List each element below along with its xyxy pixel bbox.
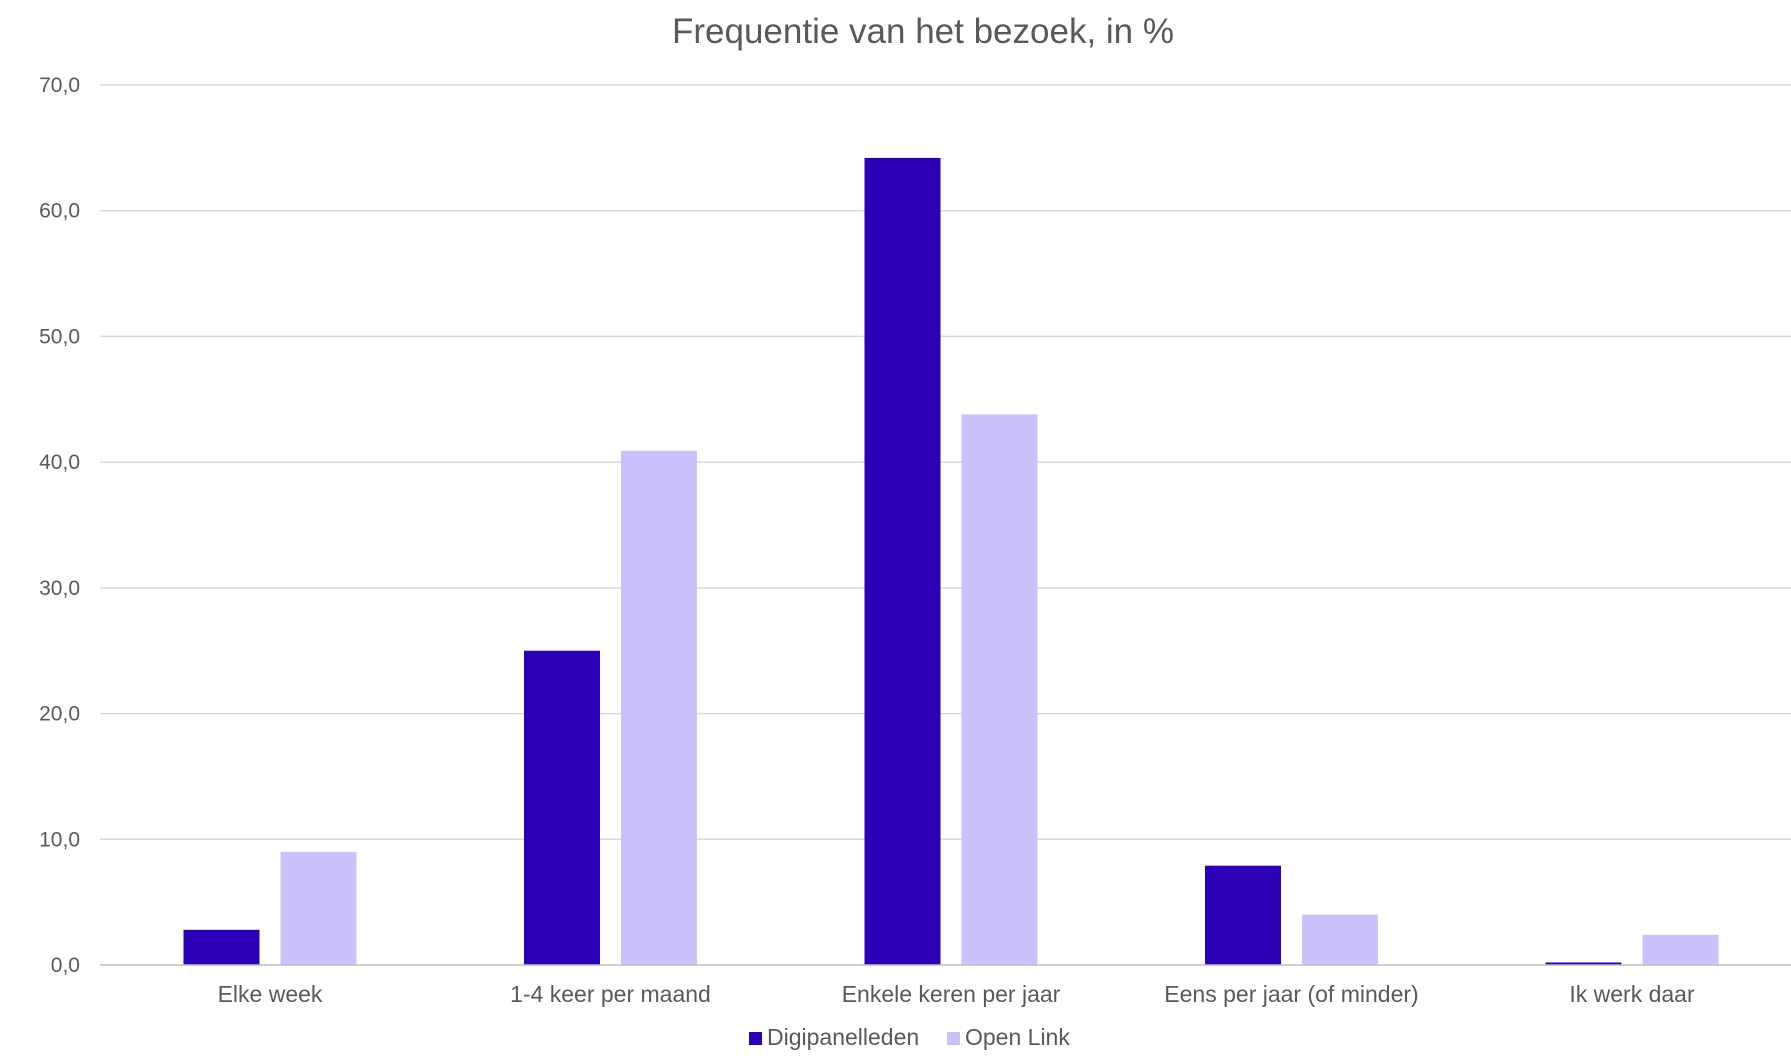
y-tick-label: 20,0 (39, 703, 80, 726)
bar-digipanelleden (524, 650, 600, 965)
gridlines (100, 84, 1791, 841)
y-tick-label: 40,0 (39, 451, 80, 474)
x-category-label: Enkele keren per jaar (842, 981, 1061, 1007)
bar-open-link (1642, 934, 1719, 965)
y-tick-label: 10,0 (39, 828, 80, 851)
bar-digipanelleden (183, 929, 260, 965)
chart-title: Frequentie van het bezoek, in % (672, 12, 1174, 51)
bar-digipanelleden (1545, 962, 1622, 965)
legend-swatch (947, 1032, 960, 1045)
legend-item: Digipanelleden (749, 1024, 919, 1050)
bar-digipanelleden (1205, 865, 1281, 965)
bar-open-link (1302, 914, 1378, 965)
legend: Digipanelleden Open Link (749, 1024, 1070, 1050)
x-category-label: Elke week (218, 981, 323, 1007)
y-tick-label: 0,0 (51, 954, 80, 977)
y-tick-label: 70,0 (39, 74, 80, 97)
bar-open-link (961, 414, 1038, 965)
legend-label: Open Link (965, 1024, 1070, 1050)
bar-digipanelleden (864, 157, 941, 965)
y-tick-label: 30,0 (39, 577, 80, 600)
bar-open-link (280, 851, 357, 965)
legend-swatch (749, 1032, 762, 1045)
legend-item: Open Link (947, 1024, 1070, 1050)
y-tick-label: 50,0 (39, 325, 80, 348)
bars (183, 157, 1719, 965)
x-category-label: 1-4 keer per maand (510, 981, 711, 1007)
legend-label: Digipanelleden (767, 1024, 919, 1050)
x-axis-category-labels: Elke week 1-4 keer per maand Enkele keren … (218, 981, 1695, 1007)
y-tick-label: 60,0 (39, 200, 80, 223)
y-axis-tick-labels: 0,0 10,0 20,0 30,0 40,0 50,0 60,0 70,0 (39, 74, 80, 977)
bar-open-link (621, 450, 697, 965)
x-category-label: Eens per jaar (of minder) (1164, 981, 1418, 1007)
x-category-label: Ik werk daar (1569, 981, 1695, 1007)
